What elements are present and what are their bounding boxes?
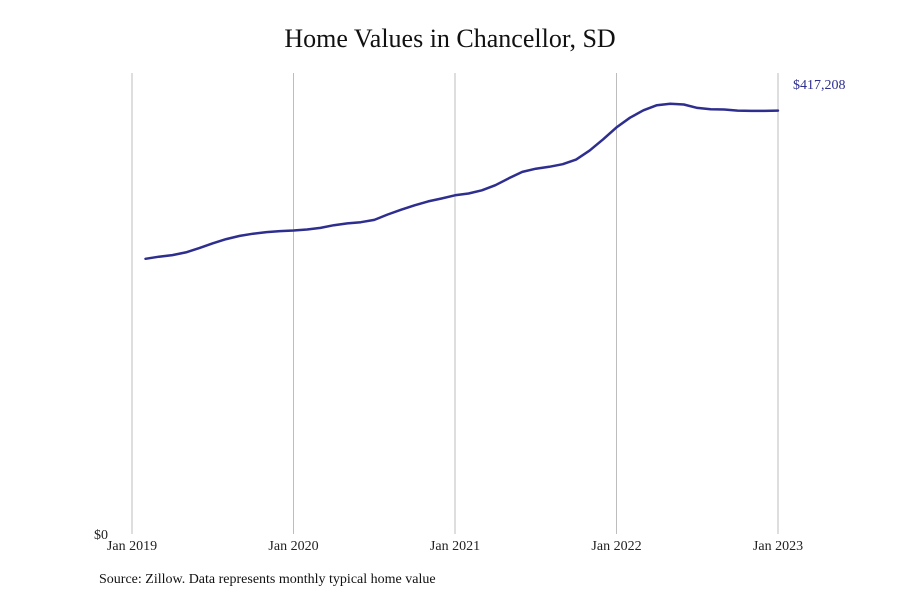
x-tick-label: Jan 2020 <box>268 539 318 554</box>
x-tick-label: Jan 2023 <box>753 539 803 554</box>
source-note: Source: Zillow. Data represents monthly … <box>99 572 436 587</box>
y-tick-label: $0 <box>94 528 108 543</box>
end-value-label: $417,208 <box>793 78 846 93</box>
x-tick-label: Jan 2019 <box>107 539 157 554</box>
x-tick-label: Jan 2021 <box>430 539 480 554</box>
chart-title: Home Values in Chancellor, SD <box>284 24 616 53</box>
x-tick-label: Jan 2022 <box>591 539 641 554</box>
y-axis-ticks: $0 <box>94 528 108 543</box>
home-value-line <box>144 102 780 261</box>
gridlines <box>131 73 779 534</box>
x-axis-ticks: Jan 2019 Jan 2020 Jan 2021 Jan 2022 Jan 2023 <box>107 539 803 554</box>
